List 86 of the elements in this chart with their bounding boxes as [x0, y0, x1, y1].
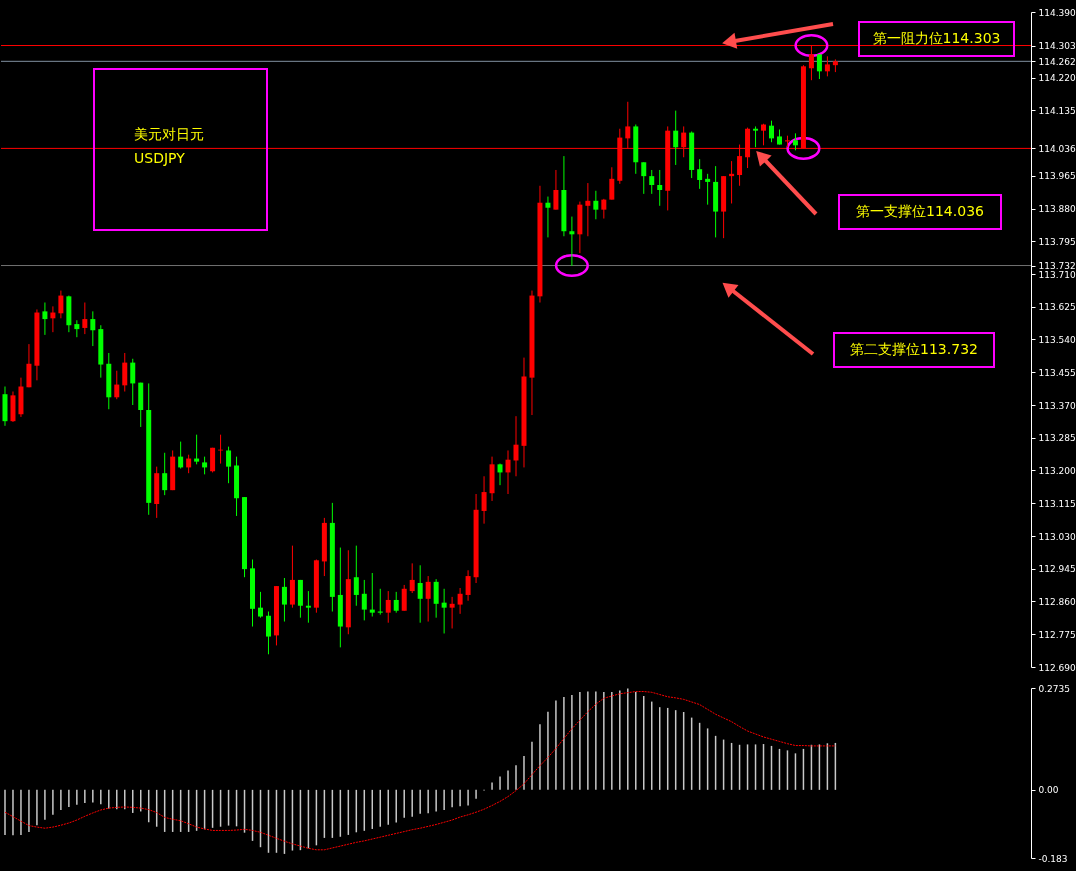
- candlestick: [545, 196, 551, 238]
- candlestick: [353, 545, 359, 607]
- candlestick: [122, 352, 128, 393]
- candlestick: [609, 166, 615, 201]
- candlestick: [433, 578, 439, 619]
- y-tick-label: 114.036: [1038, 143, 1076, 154]
- y-tick-label: 112.945: [1038, 564, 1076, 575]
- candlestick: [226, 446, 232, 484]
- annotation: 第一支撑位114.036: [856, 203, 985, 219]
- candlestick: [42, 302, 48, 336]
- candlestick: [481, 475, 487, 525]
- candlestick: [258, 591, 263, 619]
- candlestick: [465, 569, 471, 602]
- y-tick-label: 112.690: [1038, 662, 1076, 673]
- candlestick: [114, 370, 120, 400]
- y-tick-label: 113.795: [1038, 236, 1076, 247]
- annotation: 美元对日元: [134, 126, 204, 142]
- y-tick-label: 113.540: [1038, 335, 1076, 345]
- candlestick: [697, 158, 703, 190]
- candlestick: [505, 449, 511, 495]
- y-tick-label: 0.2735: [1038, 683, 1070, 694]
- y-tick-label: 113.710: [1038, 269, 1076, 280]
- candlestick: [82, 302, 88, 335]
- y-tick-label: 0.00: [1038, 785, 1059, 796]
- candlestick: [553, 169, 559, 211]
- candlestick: [673, 110, 679, 166]
- candlestick: [753, 125, 759, 148]
- y-tick-label: 114.390: [1038, 7, 1076, 18]
- candlestick: [281, 577, 287, 623]
- candlestick: [210, 447, 216, 473]
- y-tick-label: -0.183: [1038, 853, 1068, 864]
- candlestick: [409, 562, 415, 594]
- candlestick: [816, 53, 822, 80]
- candlestick: [401, 584, 407, 612]
- candlestick: [769, 120, 774, 143]
- candlestick: [58, 290, 64, 319]
- line-series: [4, 691, 836, 851]
- y-tick-label: 113.625: [1038, 302, 1076, 313]
- annotation: 第一阻力位114.303: [872, 30, 1001, 46]
- candlestick: [449, 596, 455, 629]
- candlestick: [265, 611, 271, 655]
- candlestick: [601, 198, 607, 220]
- y-tick-label: 114.303: [1038, 41, 1076, 52]
- y-tick-label: 114.262: [1038, 56, 1076, 67]
- candlestick: [824, 55, 830, 77]
- candlestick: [441, 588, 447, 634]
- candlestick: [194, 434, 200, 465]
- candlestick: [393, 591, 399, 614]
- candlestick: [130, 358, 136, 406]
- candlestick: [649, 169, 655, 195]
- annotation: USDJPY: [134, 150, 186, 166]
- annotation: 第二支撑位113.732: [850, 341, 978, 357]
- candlestick: [305, 590, 311, 624]
- candlestick: [761, 123, 767, 146]
- y-tick-label: 113.965: [1038, 171, 1076, 182]
- y-tick-label: 113.285: [1038, 433, 1076, 444]
- candlestick: [369, 572, 375, 618]
- candlestick: [90, 310, 96, 347]
- candlestick: [385, 590, 391, 624]
- y-tick-label: 113.370: [1038, 400, 1076, 411]
- y-tick-label: 113.455: [1038, 367, 1076, 378]
- y-tick-label: 113.732: [1038, 261, 1076, 272]
- candlestick: [74, 319, 80, 338]
- y-tick-label: 113.030: [1038, 531, 1076, 542]
- y-tick-label: 112.775: [1038, 629, 1076, 640]
- candlestick: [417, 564, 423, 624]
- y-tick-label: 112.860: [1038, 597, 1076, 607]
- candlestick: [569, 216, 575, 267]
- candlestick: [186, 454, 192, 474]
- candlestick: [457, 587, 463, 615]
- candlestick: [705, 173, 711, 206]
- y-tick-label: 113.200: [1038, 466, 1076, 476]
- candlestick: [641, 161, 647, 195]
- candlestick: [26, 343, 32, 388]
- candlestick: [162, 452, 168, 496]
- candlestick: [425, 575, 431, 623]
- y-tick-label: 114.220: [1038, 73, 1076, 83]
- y-tick-label: 113.880: [1038, 204, 1076, 214]
- candlestick: [593, 190, 599, 220]
- candlestick: [178, 441, 184, 470]
- candlestick: [361, 579, 367, 621]
- candlestick: [513, 415, 519, 477]
- y-tick-label: 113.115: [1038, 498, 1076, 509]
- candlestick: [657, 169, 663, 207]
- y-tick-label: 114.135: [1038, 105, 1076, 116]
- candlestick: [585, 182, 591, 237]
